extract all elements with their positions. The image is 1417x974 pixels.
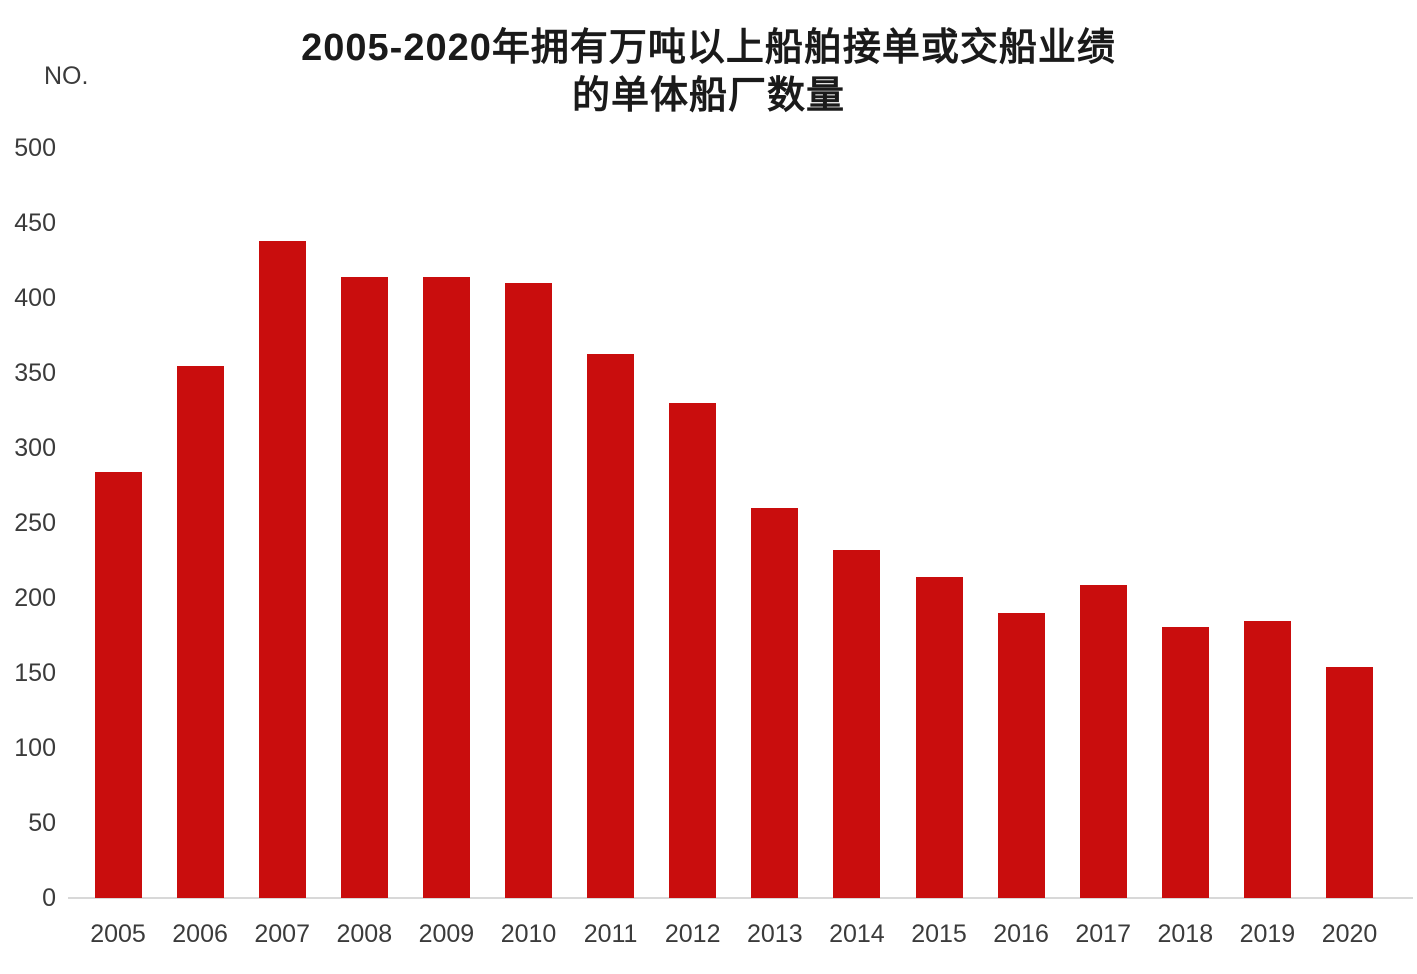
bar-2011: [587, 353, 635, 898]
bar-2020: [1326, 667, 1373, 898]
bar-2014: [833, 550, 881, 898]
x-tick-label-2018: 2018: [1157, 920, 1214, 948]
x-tick-label-2009: 2009: [418, 920, 475, 948]
bar-2018: [1161, 626, 1209, 898]
y-axis-unit-label: NO.: [44, 62, 89, 90]
x-tick-label-2006: 2006: [172, 920, 228, 948]
x-tick-label-2005: 2005: [90, 920, 146, 948]
chart-title: 2005-2020年拥有万吨以上船舶接单或交船业绩 的单体船厂数量: [0, 24, 1417, 120]
bar-2007: [258, 241, 306, 898]
y-tick-label-50: 50: [28, 809, 56, 837]
x-tick-label-2011: 2011: [583, 920, 638, 948]
bar-2009: [422, 277, 470, 898]
bar-2019: [1243, 620, 1291, 898]
y-tick-label-250: 250: [14, 509, 56, 537]
x-tick-label-2012: 2012: [664, 920, 721, 948]
x-tick-label-2008: 2008: [336, 920, 393, 948]
x-axis-line: [68, 897, 1413, 899]
bar-2010: [505, 283, 552, 898]
bar-2013: [751, 508, 799, 898]
bar-2017: [1079, 584, 1127, 898]
y-tick-label-500: 500: [14, 134, 56, 162]
y-tick-label-150: 150: [14, 659, 56, 687]
chart-title-line1: 2005-2020年拥有万吨以上船舶接单或交船业绩: [301, 27, 1116, 69]
y-tick-label-400: 400: [14, 284, 56, 312]
bar-2015: [915, 577, 963, 898]
chart-title-line2: 的单体船厂数量: [571, 75, 845, 117]
bar-2016: [997, 613, 1045, 898]
x-tick-label-2013: 2013: [746, 920, 803, 948]
y-tick-label-100: 100: [14, 734, 56, 762]
x-tick-label-2014: 2014: [829, 920, 885, 948]
y-tick-label-200: 200: [14, 584, 56, 612]
bar-2012: [669, 403, 717, 898]
bar-2005: [94, 472, 142, 898]
y-tick-label-450: 450: [14, 209, 56, 237]
x-tick-label-2010: 2010: [500, 920, 557, 948]
y-tick-label-0: 0: [42, 884, 56, 912]
y-tick-label-300: 300: [14, 434, 56, 462]
x-tick-label-2020: 2020: [1321, 920, 1378, 948]
bar-2006: [176, 365, 224, 898]
x-tick-label-2015: 2015: [911, 920, 967, 948]
x-tick-label-2019: 2019: [1239, 920, 1296, 948]
y-tick-label-350: 350: [14, 359, 56, 387]
bar-2008: [340, 277, 388, 898]
x-tick-label-2016: 2016: [993, 920, 1049, 948]
x-tick-label-2017: 2017: [1075, 920, 1131, 948]
x-tick-label-2007: 2007: [254, 920, 310, 948]
